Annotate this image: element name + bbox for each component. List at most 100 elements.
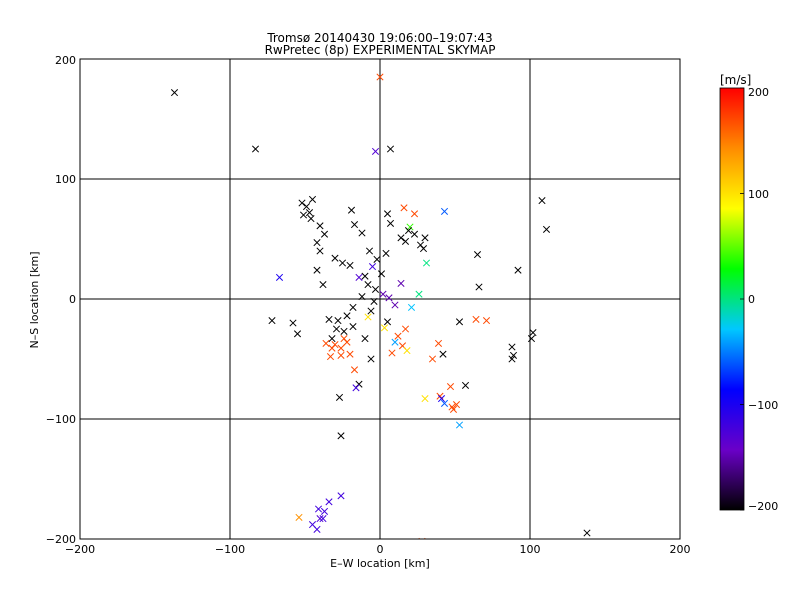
data-point (371, 285, 380, 293)
data-point (364, 281, 372, 289)
data-point (305, 209, 314, 217)
data-point (371, 147, 380, 155)
data-point (313, 239, 321, 247)
data-point (319, 515, 327, 523)
data-point (391, 338, 399, 346)
data-point (421, 234, 429, 242)
data-point (406, 223, 414, 231)
data-point (307, 215, 315, 223)
colorbar-ticks (740, 87, 744, 511)
data-point (401, 325, 410, 333)
data-point (452, 401, 461, 409)
colorbar-tick-label: 0 (748, 293, 755, 306)
data-point (403, 347, 411, 355)
data-point (350, 366, 359, 374)
data-point (482, 317, 491, 325)
data-point (302, 203, 311, 211)
data-point (316, 515, 324, 523)
data-point (364, 313, 372, 321)
x-tick-label: 100 (520, 543, 541, 556)
y-tick-label: 200 (55, 54, 76, 67)
colorbar-tick-label: 100 (748, 188, 769, 201)
x-tick-labels: −200 −100 0 100 200 (65, 543, 691, 556)
data-point (383, 318, 392, 326)
y-tick-label: 100 (55, 173, 76, 186)
data-point (380, 324, 389, 332)
data-point (335, 393, 344, 401)
data-point (361, 272, 369, 280)
data-point (338, 259, 347, 267)
data-point (397, 234, 405, 242)
data-point (337, 351, 345, 359)
data-point (455, 421, 464, 429)
data-point (529, 329, 537, 337)
data-point (391, 301, 399, 309)
data-point (350, 221, 359, 229)
data-point (385, 294, 393, 302)
data-point (268, 317, 276, 325)
data-point (332, 325, 341, 333)
data-point (320, 230, 329, 238)
data-point (407, 303, 416, 311)
data-point (401, 237, 410, 245)
data-point (337, 344, 345, 352)
data-point (394, 332, 402, 340)
data-point (388, 349, 396, 357)
data-point (299, 211, 308, 219)
chart-title: Tromsø 20140430 19:06:00–19:07:43 (266, 31, 492, 45)
data-point (361, 335, 369, 343)
data-point (542, 225, 551, 233)
data-point (379, 290, 387, 298)
data-point (331, 254, 339, 262)
data-point (337, 432, 345, 440)
data-point (382, 249, 390, 257)
data-point (170, 89, 179, 97)
data-point (346, 261, 354, 269)
data-point (365, 247, 374, 255)
data-point (455, 318, 464, 326)
x-axis-label: E–W location [km] (330, 557, 430, 570)
x-tick-label: −200 (65, 543, 95, 556)
colorbar-label: [m/s] (720, 73, 751, 87)
data-point (326, 353, 335, 361)
data-point (472, 315, 480, 323)
data-point (383, 210, 392, 218)
data-point (437, 395, 446, 403)
data-point (404, 227, 413, 235)
data-point (289, 319, 297, 327)
data-point (295, 513, 303, 521)
data-point (325, 315, 333, 323)
data-point (421, 395, 429, 403)
data-point (446, 383, 455, 391)
data-point (386, 145, 395, 153)
data-point (343, 312, 351, 320)
data-point (316, 222, 324, 230)
data-point (410, 230, 419, 238)
data-point (373, 255, 381, 263)
y-tick-label: −200 (46, 533, 76, 546)
data-point (314, 505, 323, 513)
data-point (346, 350, 354, 358)
x-tick-label: 200 (670, 543, 691, 556)
data-point (319, 281, 327, 289)
x-tick-label: 0 (377, 543, 384, 556)
data-point (358, 293, 366, 301)
data-point (461, 381, 470, 389)
data-point (352, 384, 360, 392)
data-point (334, 317, 342, 325)
data-point (415, 290, 423, 298)
data-point (377, 270, 386, 278)
colorbar: [m/s] −200 −100 0 100 200 (719, 73, 778, 513)
data-point (475, 283, 483, 291)
data-point (347, 206, 356, 214)
y-tick-label: −100 (46, 413, 76, 426)
data-point (440, 207, 449, 215)
data-point (355, 273, 363, 281)
data-point (368, 263, 377, 271)
data-point (376, 73, 384, 81)
data-point (275, 273, 284, 281)
data-point (251, 145, 260, 153)
data-point (422, 259, 431, 267)
data-point (370, 297, 378, 305)
